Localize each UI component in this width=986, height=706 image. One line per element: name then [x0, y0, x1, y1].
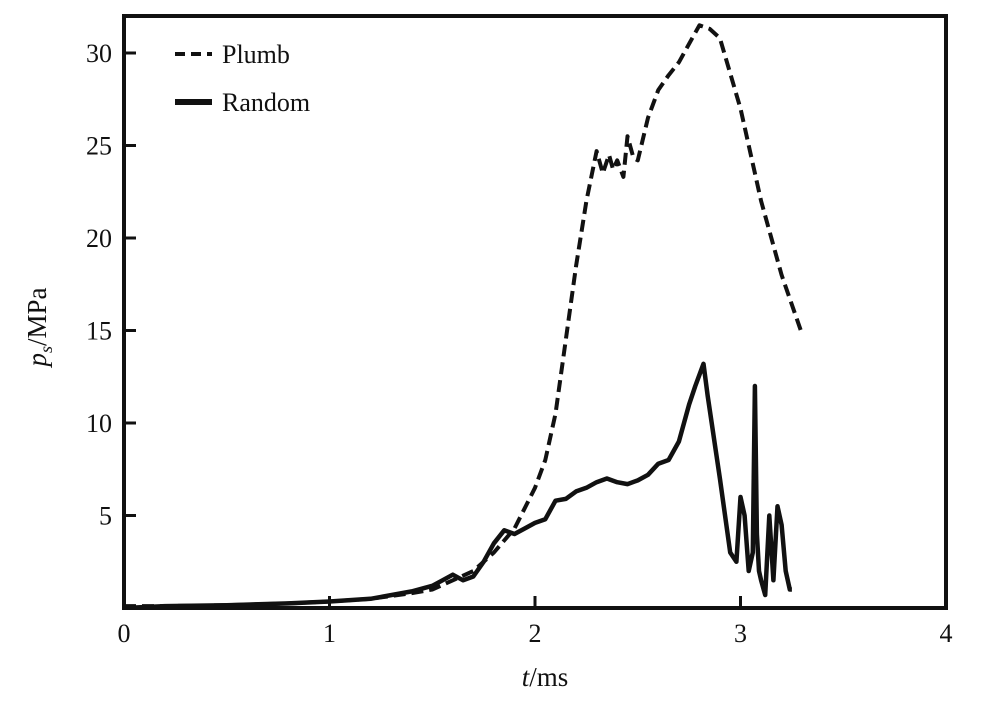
series-line-random [124, 361, 793, 608]
y-axis-title-sub: s [36, 346, 56, 353]
legend: Plumb Random [175, 40, 310, 117]
y-axis-title: ps/MPa [22, 287, 56, 368]
legend-label-random: Random [222, 88, 310, 117]
x-tick-label: 1 [323, 619, 336, 648]
y-tick-label: 30 [86, 39, 112, 68]
x-axis-title-unit: /ms [529, 662, 568, 692]
x-tick-label: 2 [529, 619, 542, 648]
legend-label-plumb: Plumb [222, 40, 290, 69]
x-tick-label: 0 [118, 619, 131, 648]
y-axis: 5 10 15 20 25 30 [86, 39, 136, 531]
y-tick-label: 20 [86, 224, 112, 253]
series-layer [124, 23, 804, 608]
series-line-plumb [124, 23, 804, 608]
x-tick-label: 4 [940, 619, 953, 648]
x-tick-label: 3 [734, 619, 747, 648]
x-axis-title-var: t [522, 662, 531, 692]
y-axis-title-var: p [22, 353, 52, 369]
x-axis-title: t/ms [522, 662, 569, 692]
y-tick-label: 5 [99, 502, 112, 531]
y-axis-title-unit: /MPa [22, 287, 52, 346]
y-tick-label: 25 [86, 132, 112, 161]
y-tick-label: 15 [86, 317, 112, 346]
x-axis: 0 1 2 3 4 [118, 596, 953, 648]
y-tick-label: 10 [86, 409, 112, 438]
